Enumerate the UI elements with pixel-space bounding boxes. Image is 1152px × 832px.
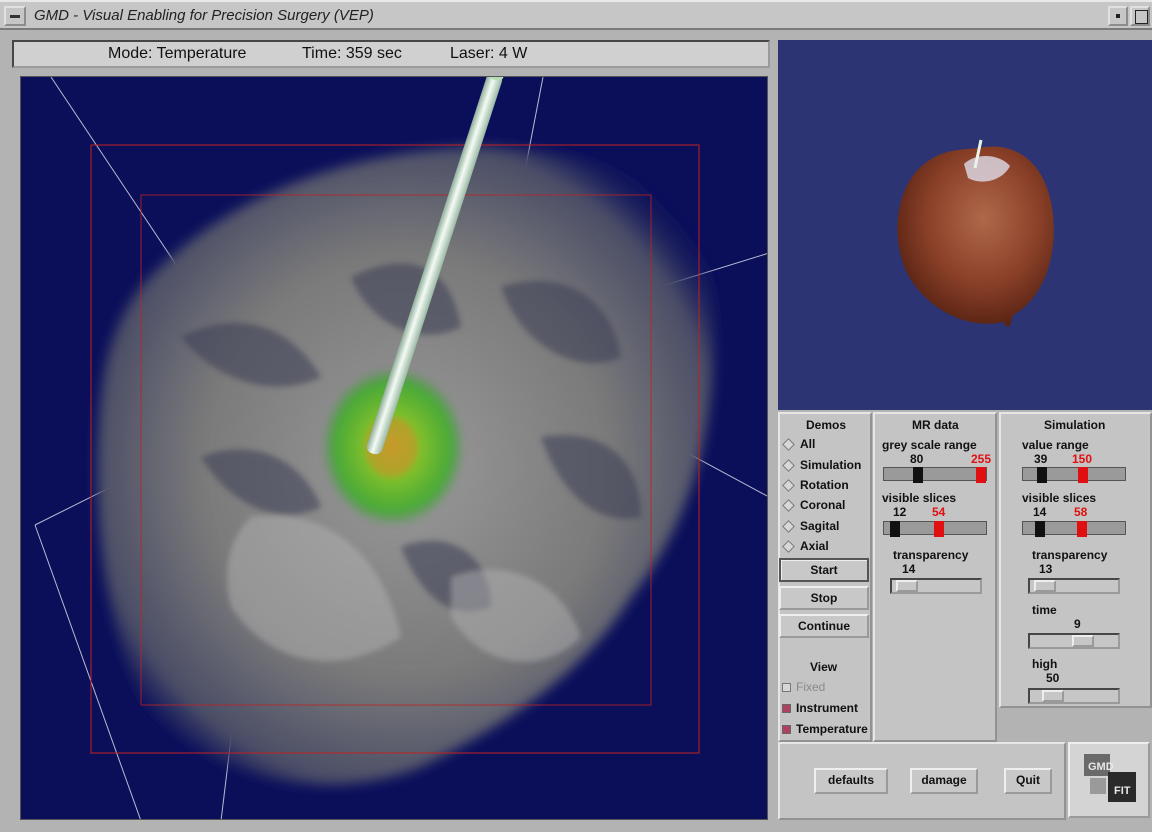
grey-scale-label: grey scale range bbox=[882, 438, 977, 452]
value-range-high-thumb[interactable] bbox=[1078, 467, 1088, 483]
sim-transparency-slider[interactable] bbox=[1028, 578, 1120, 594]
value-range-slider[interactable] bbox=[1022, 467, 1126, 483]
volume-render-image bbox=[34, 77, 767, 819]
svg-text:FIT: FIT bbox=[1114, 785, 1131, 797]
demo-label: Sagital bbox=[800, 519, 840, 533]
mr-visible-slices-label: visible slices bbox=[882, 491, 957, 505]
checkbox-checked-icon bbox=[782, 725, 791, 734]
temperature-label: Temperature bbox=[796, 722, 868, 736]
simulation-heading: Simulation bbox=[1044, 418, 1106, 432]
grey-scale-low-thumb[interactable] bbox=[913, 467, 923, 483]
demos-heading: Demos bbox=[806, 418, 847, 432]
mr-transparency-slider[interactable] bbox=[890, 578, 982, 594]
main-3d-viewport[interactable] bbox=[20, 76, 768, 820]
start-button[interactable]: Start bbox=[779, 558, 869, 582]
maximize-icon[interactable] bbox=[1130, 6, 1150, 26]
high-thumb[interactable] bbox=[1042, 690, 1064, 702]
window-title: GMD - Visual Enabling for Precision Surg… bbox=[34, 7, 374, 24]
value-range-low-thumb[interactable] bbox=[1037, 467, 1047, 483]
window-menu-icon[interactable] bbox=[4, 6, 26, 26]
mr-transparency-thumb[interactable] bbox=[896, 580, 918, 592]
demo-label: All bbox=[800, 437, 816, 451]
sim-slices-high-value: 58 bbox=[1074, 505, 1088, 519]
time-readout: Time: 359 sec bbox=[302, 45, 402, 62]
mr-slices-high-thumb[interactable] bbox=[934, 521, 944, 537]
time-thumb[interactable] bbox=[1072, 635, 1094, 647]
sim-slices-low-thumb[interactable] bbox=[1035, 521, 1045, 537]
mr-slices-low-thumb[interactable] bbox=[890, 521, 900, 537]
title-bar: GMD - Visual Enabling for Precision Surg… bbox=[0, 0, 1152, 30]
minimize-icon[interactable] bbox=[1108, 6, 1128, 26]
grey-scale-high-thumb[interactable] bbox=[976, 467, 986, 483]
mr-data-heading: MR data bbox=[912, 418, 959, 432]
laser-readout: Laser: 4 W bbox=[450, 45, 528, 62]
sim-visible-slices-label: visible slices bbox=[1022, 491, 1097, 505]
preview-viewport[interactable] bbox=[778, 40, 1152, 410]
instrument-label: Instrument bbox=[796, 701, 859, 715]
value-range-label: value range bbox=[1022, 438, 1089, 452]
checkbox-box-icon bbox=[782, 683, 791, 692]
sim-visible-slices-slider[interactable] bbox=[1022, 521, 1126, 537]
defaults-button[interactable]: defaults bbox=[814, 768, 888, 794]
continue-button[interactable]: Continue bbox=[779, 614, 869, 638]
status-bar: Mode: Temperature Time: 359 sec Laser: 4… bbox=[12, 40, 770, 68]
mode-readout: Mode: Temperature bbox=[108, 45, 247, 62]
mr-transparency-label: transparency bbox=[893, 548, 969, 562]
quit-button[interactable]: Quit bbox=[1004, 768, 1052, 794]
head-model-image bbox=[897, 139, 1054, 327]
sim-slices-low-value: 14 bbox=[1033, 505, 1047, 519]
sim-transparency-label: transparency bbox=[1032, 548, 1108, 562]
demo-label: Coronal bbox=[800, 498, 846, 512]
demo-label: Rotation bbox=[800, 478, 849, 492]
demo-label: Simulation bbox=[800, 458, 862, 472]
svg-text:GMD: GMD bbox=[1088, 761, 1114, 773]
view-heading: View bbox=[810, 660, 838, 674]
checkbox-checked-icon bbox=[782, 704, 791, 713]
stop-button[interactable]: Stop bbox=[779, 586, 869, 610]
time-value: 9 bbox=[1074, 617, 1081, 631]
mr-transparency-value: 14 bbox=[902, 562, 916, 576]
demo-label: Axial bbox=[800, 539, 829, 553]
value-range-high: 150 bbox=[1072, 452, 1093, 466]
high-label: high bbox=[1032, 657, 1058, 671]
sim-slices-high-thumb[interactable] bbox=[1077, 521, 1087, 537]
high-value: 50 bbox=[1046, 671, 1060, 685]
grey-scale-low-value: 80 bbox=[910, 452, 924, 466]
mr-slices-high-value: 54 bbox=[932, 505, 946, 519]
fixed-label: Fixed bbox=[796, 680, 826, 694]
value-range-low: 39 bbox=[1034, 452, 1048, 466]
time-label: time bbox=[1032, 603, 1057, 617]
high-slider[interactable] bbox=[1028, 688, 1120, 704]
sim-transparency-value: 13 bbox=[1039, 562, 1053, 576]
sim-transparency-thumb[interactable] bbox=[1034, 580, 1056, 592]
gmd-logo-icon: GMD FIT bbox=[1068, 742, 1150, 818]
grey-scale-range-slider[interactable] bbox=[883, 467, 987, 483]
mr-slices-low-value: 12 bbox=[893, 505, 907, 519]
simulation-panel bbox=[999, 412, 1152, 708]
mr-visible-slices-slider[interactable] bbox=[883, 521, 987, 537]
grey-scale-high-value: 255 bbox=[971, 452, 992, 466]
time-slider[interactable] bbox=[1028, 633, 1120, 649]
damage-button[interactable]: damage bbox=[910, 768, 978, 794]
